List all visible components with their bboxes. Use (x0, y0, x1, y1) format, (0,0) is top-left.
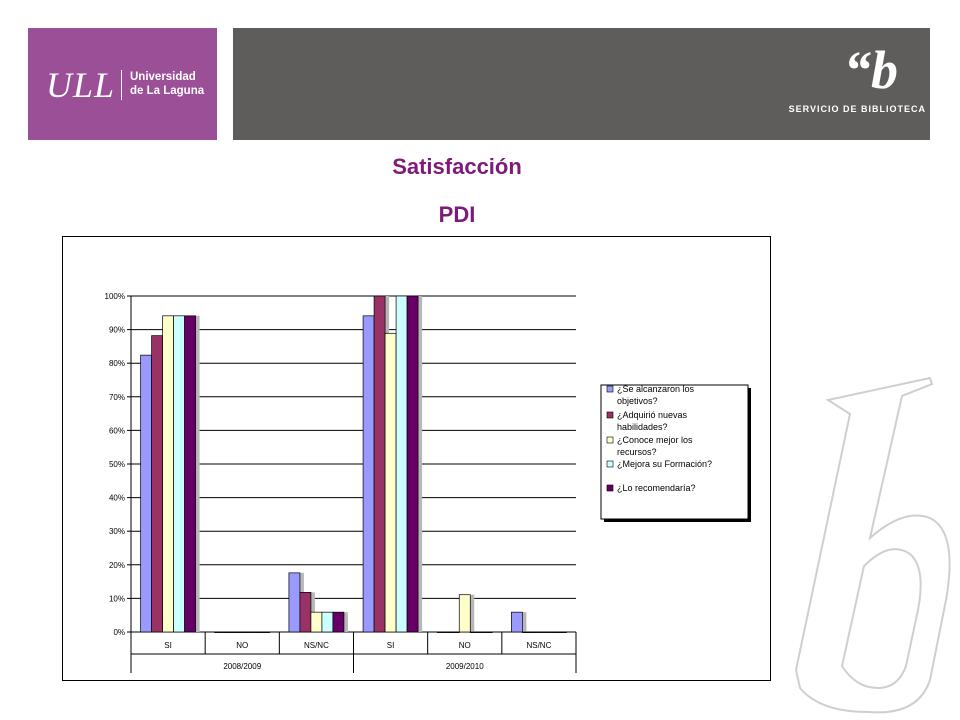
bar (184, 315, 196, 633)
bar (533, 631, 545, 633)
bar (458, 594, 471, 633)
bar (247, 631, 260, 633)
bar (511, 611, 523, 633)
y-tick-label: 50% (109, 460, 125, 469)
chart-frame: 0% 10% 20% 30% 40% 50% 60% 70% 80% 90% 100% SI NO NS/… (62, 236, 771, 681)
bar (447, 631, 460, 633)
bar (214, 631, 227, 633)
bar (373, 295, 386, 633)
bar (258, 631, 271, 633)
page-title: Satisfacción (392, 154, 522, 179)
legend-swatch (606, 385, 614, 393)
bar (469, 631, 482, 633)
page-subtitle: PDI (438, 202, 476, 227)
bar (140, 354, 152, 633)
x-tick-label: SI (387, 641, 395, 650)
legend-entry: ¿Lo recomendaría? (617, 483, 696, 493)
ull-logo-mark: ULL (46, 65, 116, 105)
y-tick-label: 60% (109, 426, 125, 435)
bar (362, 315, 375, 633)
y-tick-label: 80% (109, 359, 125, 368)
bar (225, 631, 238, 633)
ull-name-line2: de La Laguna (130, 85, 205, 97)
bar (384, 332, 397, 633)
bar (555, 631, 567, 633)
bar (332, 611, 345, 633)
bar (544, 631, 556, 633)
ull-logo-name: Universidad de La Laguna (130, 70, 204, 98)
biblioteca-label: SERVICIO DE BIBLIOTECA (788, 104, 926, 114)
bar (236, 631, 249, 633)
x-tick-label: NS/NC (526, 641, 551, 650)
legend-entry: ¿Mejora su Formación? (617, 459, 712, 469)
x-tick-label: SI (164, 641, 172, 650)
y-tick-label: 0% (113, 628, 125, 637)
bar (406, 295, 419, 633)
y-tick-label: 20% (109, 561, 125, 570)
bar (436, 631, 449, 633)
y-tick-label: 30% (109, 527, 125, 536)
legend-entry: ¿Conoce mejor los recursos? (617, 435, 693, 457)
bar (173, 315, 185, 633)
y-tick-label: 40% (109, 494, 125, 503)
bar (310, 611, 323, 633)
bar (299, 592, 312, 633)
x-tick-label: NO (459, 641, 471, 650)
bar (395, 295, 408, 633)
legend-swatch (606, 484, 614, 492)
legend-swatch (606, 436, 614, 444)
bar (321, 611, 334, 633)
bar (522, 631, 534, 633)
background-b-watermark (794, 376, 951, 714)
y-tick-label: 70% (109, 393, 125, 402)
x-tick-label: NO (236, 641, 248, 650)
bar-chart: 0% 10% 20% 30% 40% 50% 60% 70% 80% 90% 100% SI NO NS/… (105, 292, 751, 673)
y-tick-label: 100% (105, 292, 125, 301)
legend-swatch (606, 411, 614, 419)
ull-logo-separator (121, 70, 122, 100)
y-tick-label: 10% (109, 594, 125, 603)
group-label: 2009/2010 (446, 662, 484, 671)
legend-entry: ¿Se alcanzaron los objetivos? (617, 384, 695, 406)
x-tick-label: NS/NC (304, 641, 329, 650)
biblioteca-logo: “b (844, 40, 898, 100)
bar (480, 631, 493, 633)
legend-swatch (606, 460, 614, 468)
bar (288, 572, 301, 633)
group-label: 2008/2009 (223, 662, 261, 671)
ull-name-line1: Universidad (130, 71, 196, 83)
bar (151, 335, 163, 633)
biblioteca-header-panel (233, 28, 930, 140)
legend-entry: ¿Adquirió nuevas habilidades? (617, 410, 688, 432)
y-tick-label: 90% (109, 326, 125, 335)
bar (162, 315, 174, 633)
legend (600, 384, 749, 520)
ull-logo-panel (28, 28, 217, 140)
